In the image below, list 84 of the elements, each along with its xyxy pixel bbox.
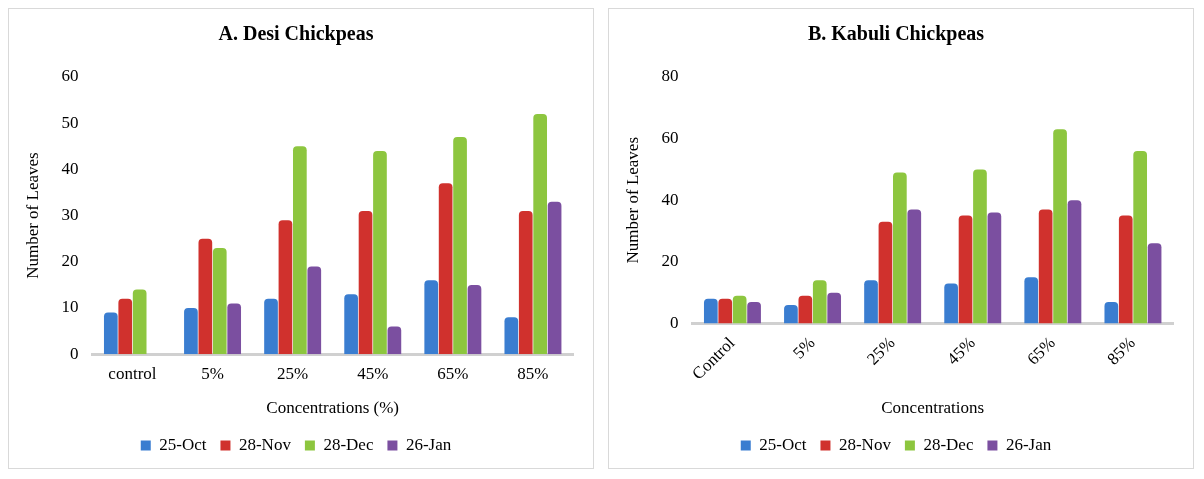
bar	[132, 289, 147, 355]
bar	[1118, 215, 1133, 324]
x-tick-label: 85%	[517, 363, 549, 383]
x-tick-label: 45%	[943, 333, 979, 369]
y-axis-title: Number of Leaves	[22, 152, 42, 279]
x-tick-label: 45%	[357, 363, 389, 383]
y-tick-label: 80	[661, 66, 679, 86]
y-tick-label: 40	[61, 158, 79, 178]
legend-label: 25-Oct	[159, 434, 207, 454]
chart-title: B. Kabuli Chickpeas	[807, 22, 985, 46]
y-tick-label: 60	[661, 128, 679, 148]
legend-label: 26-Jan	[1005, 434, 1052, 454]
bar	[547, 201, 562, 355]
x-tick-label: 25%	[863, 333, 899, 369]
x-tick-label: 25%	[277, 363, 309, 383]
legend-label: 26-Jan	[405, 434, 452, 454]
y-tick-label: 0	[669, 312, 679, 332]
bar	[958, 215, 973, 324]
bar	[1024, 277, 1039, 324]
bar	[293, 146, 307, 355]
bar	[784, 304, 798, 324]
bar	[198, 238, 213, 355]
bar	[212, 247, 227, 355]
bar	[1133, 150, 1148, 324]
bar	[453, 137, 467, 355]
y-tick-label: 20	[61, 251, 79, 271]
bar	[118, 298, 133, 355]
y-tick-label: 40	[661, 189, 679, 209]
bar	[438, 183, 453, 355]
y-axis-title: Number of Leaves	[622, 136, 642, 264]
bar	[358, 210, 373, 355]
bar	[1038, 209, 1053, 324]
y-tick-label: 60	[61, 66, 79, 86]
bar	[747, 301, 761, 324]
y-tick-label: 50	[61, 112, 79, 132]
bar	[1067, 200, 1082, 324]
bar	[278, 220, 293, 355]
bar	[864, 280, 878, 324]
bar	[227, 303, 242, 355]
bar	[827, 292, 842, 324]
x-tick-label: 5%	[201, 363, 224, 383]
bar	[424, 280, 439, 355]
bar	[344, 294, 358, 355]
legend-label: 28-Dec	[923, 434, 974, 454]
bar	[103, 312, 118, 355]
bar	[504, 317, 519, 355]
legend-label: 28-Nov	[238, 434, 292, 454]
bar	[812, 280, 827, 324]
x-axis-title: Concentrations (%)	[266, 398, 400, 418]
bar	[1053, 129, 1067, 324]
bar	[703, 298, 718, 324]
x-axis-title: Concentrations	[881, 398, 985, 418]
bar	[878, 221, 893, 324]
bar	[893, 172, 907, 324]
y-tick-label: 30	[61, 205, 79, 225]
x-tick-label: 65%	[437, 363, 469, 383]
bar	[387, 326, 402, 355]
bar	[973, 169, 987, 324]
x-tick-label: 85%	[1103, 333, 1139, 369]
bar	[907, 209, 922, 324]
legend-label: 28-Dec	[323, 434, 374, 454]
chart-title: A. Desi Chickpeas	[218, 22, 374, 46]
bar	[798, 295, 813, 324]
bar	[944, 283, 958, 324]
bar	[373, 150, 387, 355]
y-tick-label: 20	[661, 251, 679, 271]
legend-label: 28-Nov	[838, 434, 892, 454]
bar	[264, 298, 278, 355]
legend-label: 25-Oct	[759, 434, 807, 454]
bar	[1147, 243, 1162, 324]
bar	[533, 113, 548, 355]
bar	[307, 266, 322, 355]
bar	[467, 284, 482, 355]
bar	[518, 210, 533, 355]
x-tick-label: 5%	[789, 333, 819, 363]
bar	[718, 298, 733, 324]
bar	[1104, 301, 1119, 324]
y-tick-label: 0	[69, 343, 79, 363]
bar	[987, 212, 1002, 324]
x-tick-label: control	[108, 363, 157, 383]
bar	[732, 295, 747, 324]
x-tick-label: 65%	[1023, 333, 1059, 369]
y-tick-label: 10	[61, 297, 79, 317]
bar	[184, 308, 198, 355]
